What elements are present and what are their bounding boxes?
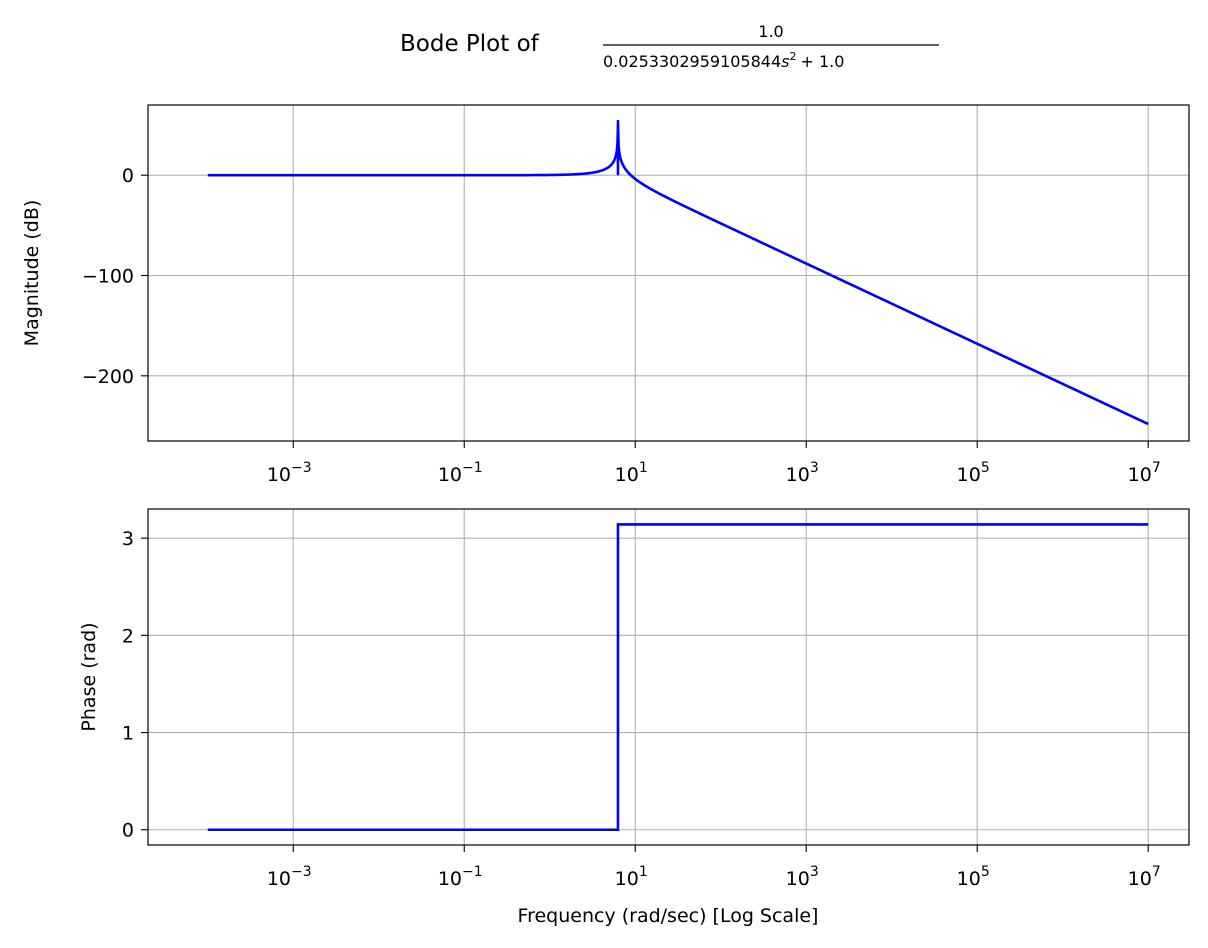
phase-y-tick-label: 0 [122, 820, 134, 842]
title-denominator-coeff: 0.0253302959105844 [603, 52, 781, 71]
magnitude-x-tick-label: 107 [1128, 460, 1161, 486]
phase-series-layer [207, 523, 1149, 832]
phase-x-tick-label: 101 [615, 864, 648, 890]
phase-grid [148, 509, 1189, 845]
magnitude-y-tick-label: −200 [82, 366, 134, 388]
phase-axes: 10−3 10−1 101 103 105 107 0 1 2 3 Phase (rad) Fr… [78, 508, 1190, 927]
title-denominator-var: s [781, 52, 789, 71]
figure-title: Bode Plot of 1.0 0.0253302959105844s2 + 1… [400, 22, 939, 71]
phase-x-tick-label: 107 [1128, 864, 1161, 890]
phase-x-tick-label: 10−1 [438, 864, 483, 890]
phase-y-tick-label: 3 [122, 528, 134, 550]
title-numerator: 1.0 [758, 22, 783, 41]
phase-y-ticks: 0 1 2 3 [122, 528, 148, 842]
phase-y-tick-label: 2 [122, 625, 134, 647]
magnitude-series-line [207, 123, 1149, 426]
phase-x-tick-label: 103 [786, 864, 819, 890]
magnitude-x-tick-label: 101 [615, 460, 648, 486]
phase-frame [147, 508, 1190, 846]
magnitude-x-tick-label: 103 [786, 460, 819, 486]
phase-series-line [207, 523, 1149, 832]
magnitude-y-ticks: 0 −100 −200 [82, 165, 148, 388]
magnitude-series-layer [207, 120, 1149, 426]
title-denominator-suffix: + 1.0 [800, 52, 844, 71]
phase-x-tick-label: 10−3 [267, 864, 312, 890]
phase-ylabel: Phase (rad) [78, 622, 100, 731]
phase-x-tick-label: 105 [957, 864, 990, 890]
magnitude-axes: 10−3 10−1 101 103 105 107 0 −100 −200 Magnitude… [21, 104, 1190, 486]
title-prefix: Bode Plot of [400, 31, 540, 57]
phase-y-tick-label: 1 [122, 723, 134, 745]
magnitude-y-tick-label: −100 [82, 266, 134, 288]
magnitude-ylabel: Magnitude (dB) [21, 200, 43, 347]
magnitude-y-tick-label: 0 [122, 165, 134, 187]
title-denominator-exp: 2 [789, 50, 796, 63]
magnitude-frame [147, 104, 1190, 442]
phase-xlabel: Frequency (rad/sec) [Log Scale] [518, 905, 819, 927]
title-denominator: 0.0253302959105844s2 + 1.0 [603, 50, 844, 71]
magnitude-x-tick-label: 10−3 [267, 460, 312, 486]
magnitude-x-ticks: 10−3 10−1 101 103 105 107 [267, 441, 1161, 486]
magnitude-x-tick-label: 105 [957, 460, 990, 486]
phase-x-ticks: 10−3 10−1 101 103 105 107 [267, 845, 1161, 890]
magnitude-grid [148, 105, 1189, 441]
magnitude-x-tick-label: 10−1 [438, 460, 483, 486]
